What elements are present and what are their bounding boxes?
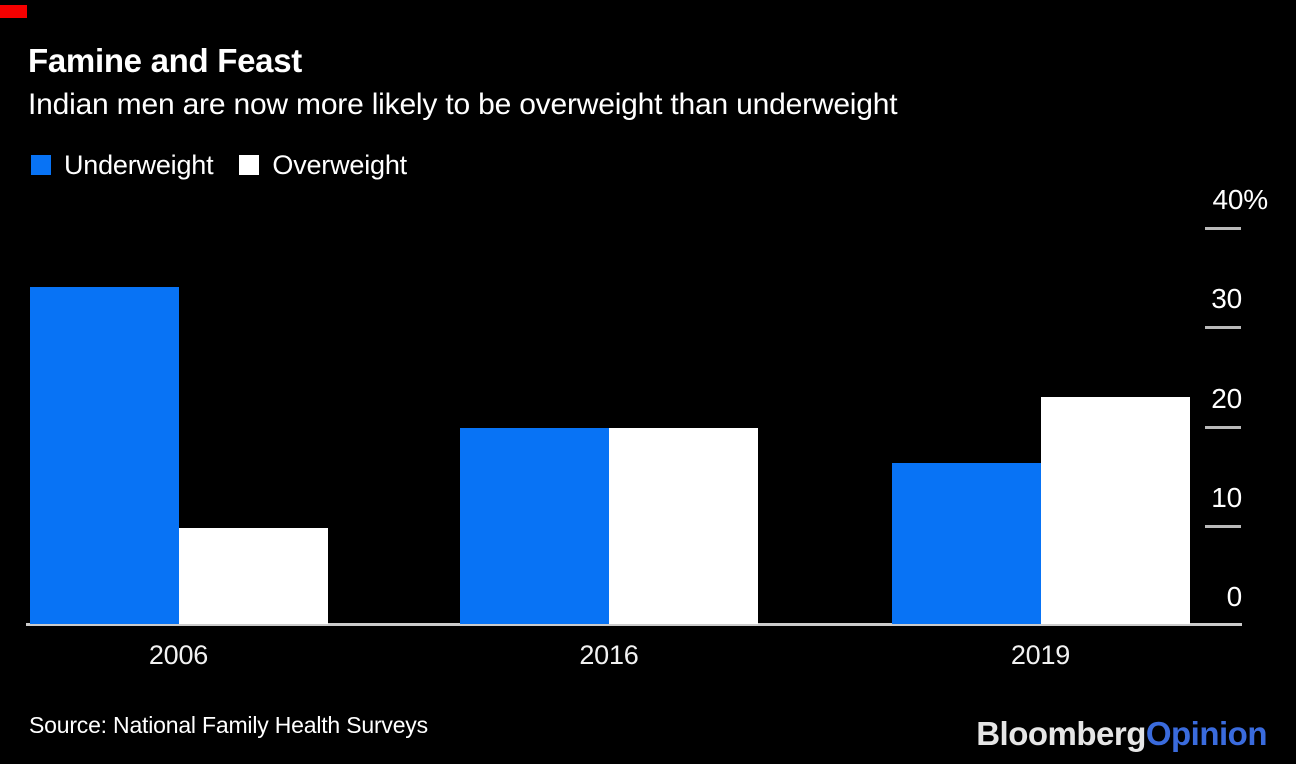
y-tick [1205,326,1241,330]
x-axis-label: 2016 [579,640,639,670]
y-tick-label: 30 [1211,283,1242,315]
chart-subtitle: Indian men are now more likely to be ove… [28,88,898,121]
y-tick-label: 10 [1211,481,1242,513]
legend: Underweight Overweight [31,150,407,180]
y-tick-label: 40% [1212,184,1269,215]
x-axis-label: 2019 [1010,640,1071,670]
y-tick [1205,425,1241,429]
bloomberg-opinion-logo: BloombergOpinion [976,715,1267,753]
legend-item-underweight: Underweight [31,149,214,181]
y-tick-label: 0 [1226,581,1243,612]
legend-label: Overweight [272,149,407,180]
bar-overweight-2019 [1040,397,1190,624]
bar-overweight-2016 [609,428,758,624]
legend-item-overweight: Overweight [239,150,407,181]
chart-title: Famine and Feast [28,42,302,79]
bar-underweight-2019 [891,463,1041,624]
x-axis-label: 2006 [148,640,209,670]
bar-underweight-2016 [460,428,609,624]
y-tick [1205,524,1241,528]
y-tick [1205,227,1241,230]
y-tick-label: 20 [1211,382,1242,414]
legend-label: Underweight [64,149,214,180]
overweight-swatch [239,155,260,175]
bar-overweight-2006 [178,528,328,624]
source-note: Source: National Family Health Surveys [29,712,428,738]
logo-opinion: Opinion [1145,715,1268,752]
x-axis-line [26,623,1242,626]
bloomberg-red-tag [0,5,27,18]
logo-bloomberg: Bloomberg [976,715,1146,752]
underweight-swatch [31,155,51,175]
bar-underweight-2006 [29,287,179,624]
